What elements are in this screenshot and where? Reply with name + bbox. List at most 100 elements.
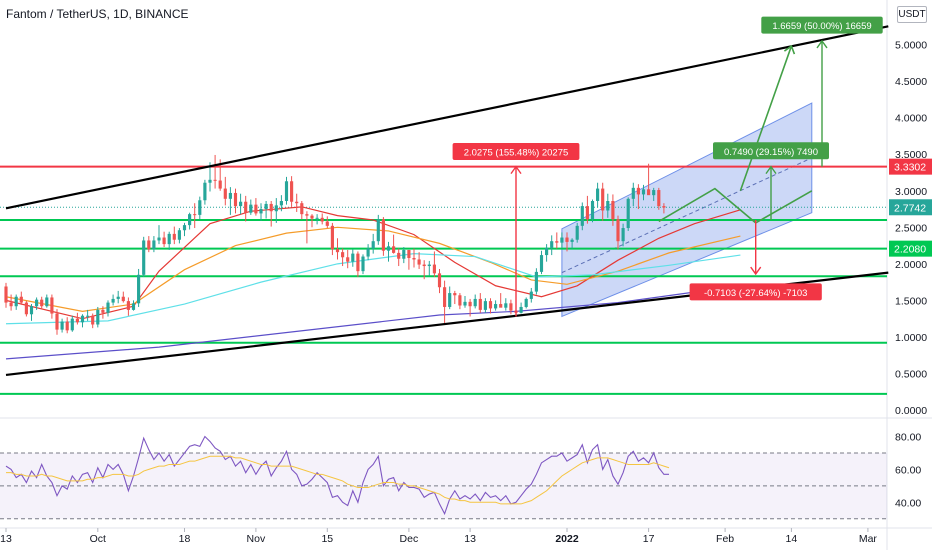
time-tick-label: 13	[0, 533, 12, 545]
candle-body	[279, 201, 283, 206]
candle	[392, 234, 396, 254]
candle	[182, 222, 187, 237]
candle-body	[320, 217, 324, 222]
candle-body	[310, 215, 314, 219]
candle-body	[203, 182, 207, 201]
candle	[188, 212, 192, 230]
candle-body	[499, 304, 503, 308]
candle	[315, 214, 319, 225]
moving-average-ema_red	[5, 206, 741, 320]
candle-body	[458, 295, 462, 306]
candle	[325, 216, 329, 229]
candle	[50, 294, 54, 319]
candle	[305, 211, 309, 244]
candle	[249, 199, 253, 215]
arrowhead	[765, 165, 777, 175]
candle	[335, 238, 340, 260]
candle-body	[274, 205, 278, 212]
candle-body	[14, 296, 18, 307]
candle-body	[524, 298, 528, 307]
candle	[9, 294, 13, 311]
moving-average-ema_orange	[5, 226, 741, 312]
price-tag-box	[889, 199, 932, 216]
candle-body	[504, 303, 508, 308]
time-tick-label: 2022	[555, 533, 579, 545]
candle-body	[488, 301, 493, 309]
candle-body	[402, 249, 406, 259]
candle	[239, 193, 243, 215]
rsi-tick-label: 60.00	[895, 464, 921, 476]
candle-body	[483, 301, 487, 310]
candle	[539, 250, 544, 275]
candle	[448, 286, 452, 310]
candle-body	[193, 214, 197, 216]
price-tick-label: 1.5000	[895, 295, 927, 307]
candle	[244, 195, 248, 222]
time-tick-label: 15	[321, 533, 333, 545]
candle	[290, 176, 294, 207]
candle	[565, 232, 569, 252]
candle	[172, 226, 176, 245]
candle	[621, 223, 625, 247]
candle	[606, 193, 610, 218]
candle	[611, 194, 615, 226]
candle-body	[65, 321, 69, 331]
arrowhead	[783, 44, 796, 55]
candle-body	[407, 249, 411, 258]
candle	[70, 315, 74, 332]
candle-body	[494, 304, 498, 309]
candle-body	[218, 180, 222, 189]
candle	[4, 282, 8, 308]
candle-body	[80, 315, 85, 323]
candle	[279, 195, 283, 212]
candle-body	[341, 252, 345, 258]
candle	[422, 260, 426, 280]
time-tick-label: 17	[643, 533, 655, 545]
time-tick-label: Dec	[400, 533, 419, 545]
arrowhead	[510, 165, 522, 175]
candle	[121, 291, 125, 303]
candle	[616, 215, 620, 250]
candle-body	[473, 298, 477, 307]
currency-label[interactable]: USDT	[897, 6, 927, 23]
candle-body	[437, 273, 442, 288]
candle-body	[101, 309, 105, 313]
candle	[443, 280, 447, 325]
time-tick-label: 14	[786, 533, 798, 545]
candle-body	[330, 225, 334, 250]
candle	[137, 268, 141, 307]
candle-body	[244, 201, 248, 213]
candle-body	[325, 221, 329, 226]
candle	[590, 199, 595, 223]
rsi-moving-average	[6, 455, 670, 505]
candle	[402, 247, 406, 264]
candle-body	[45, 297, 49, 307]
candle-body	[162, 237, 166, 245]
candle-body	[305, 214, 309, 216]
candle-body	[116, 296, 120, 299]
candle-body	[662, 206, 666, 208]
candle	[529, 287, 533, 303]
candle	[193, 203, 197, 229]
forecast-path	[658, 187, 813, 224]
price-tick-label: 1.0000	[895, 332, 927, 344]
candle-body	[545, 247, 549, 256]
candle-body	[606, 201, 610, 211]
candle-body	[376, 219, 380, 242]
candle-body	[448, 293, 452, 307]
candle-body	[50, 297, 54, 314]
candle-body	[585, 206, 589, 220]
candle	[223, 176, 227, 206]
candle-body	[157, 237, 161, 241]
candle-body	[611, 201, 615, 220]
rsi-tick-label: 40.00	[895, 497, 921, 509]
candle-body	[392, 246, 396, 253]
price-tick-label: 3.5000	[895, 149, 927, 161]
candle	[626, 197, 630, 231]
candle	[463, 296, 467, 308]
channel-midline	[561, 157, 813, 274]
candle	[458, 293, 462, 310]
candle-body	[381, 219, 385, 251]
candle-body	[534, 271, 538, 292]
